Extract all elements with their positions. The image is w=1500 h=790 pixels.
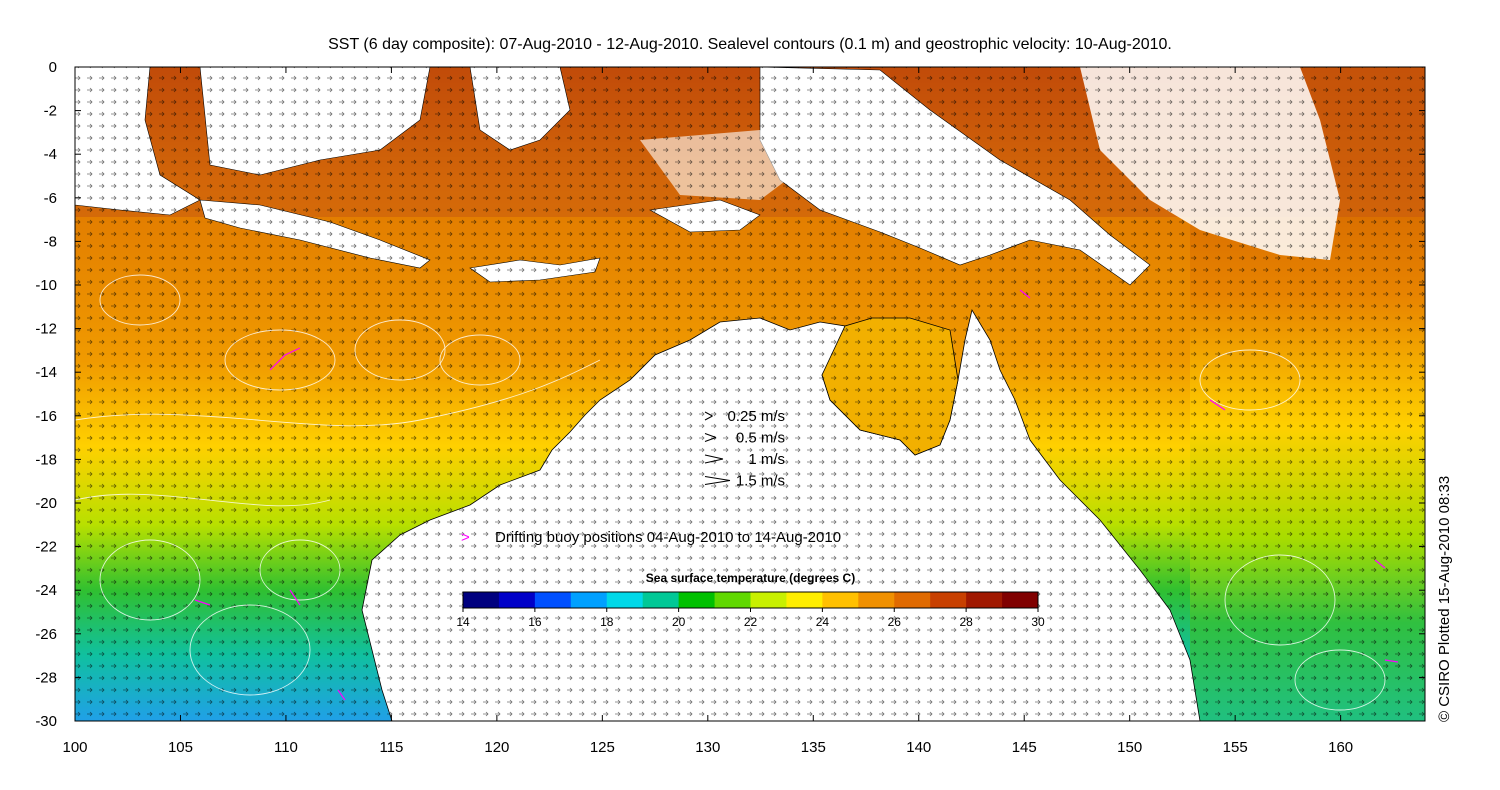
x-tick-label: 110 xyxy=(274,739,298,756)
y-axis: 0 -2 -4 -6 -8 -10 -12 -14 -16 -18 -20 -22 -24 -26 -28 -… xyxy=(35,59,1425,730)
colorbar-swatch xyxy=(966,592,1003,608)
velocity-arrow xyxy=(704,433,717,442)
x-tick-label: 150 xyxy=(1117,739,1142,756)
colorbar-swatch xyxy=(642,592,680,608)
colorbar-tick-label: 18 xyxy=(600,615,614,629)
buoy-legend-label: Drifting buoy positions 04-Aug-2010 to 1… xyxy=(495,529,841,546)
y-tick-label: -22 xyxy=(35,539,57,556)
x-tick-label: 145 xyxy=(1012,739,1037,756)
y-tick-label: -6 xyxy=(44,190,57,207)
sealevel-contours xyxy=(75,274,1386,711)
colorbar-swatch xyxy=(822,592,859,608)
x-tick-label: 135 xyxy=(801,739,826,756)
y-tick-label: -16 xyxy=(35,408,57,425)
colorbar-swatch xyxy=(750,592,787,608)
colorbar-swatch xyxy=(570,592,608,608)
y-tick-label: -26 xyxy=(35,626,57,643)
map-field xyxy=(75,67,1425,721)
colorbar-swatch xyxy=(930,592,967,608)
y-tick-label: -14 xyxy=(35,364,57,381)
colorbar-swatch xyxy=(606,592,644,608)
colorbar-swatch xyxy=(858,592,895,608)
colorbar-tick-label: 14 xyxy=(456,615,470,629)
colorbar-tick-label: 24 xyxy=(816,615,830,629)
y-tick-label: -10 xyxy=(35,277,57,294)
velocity-arrow xyxy=(704,411,713,421)
velocity-legend: 0.25 m/s 0.5 m/s 1 m/s 1.5 m/s xyxy=(704,408,785,490)
velocity-label: 1.5 m/s xyxy=(736,473,785,490)
x-tick-label: 130 xyxy=(695,739,720,756)
y-tick-label: -12 xyxy=(35,321,57,338)
colorbar-swatch xyxy=(894,592,931,608)
y-tick-label: -20 xyxy=(35,495,57,512)
y-tick-label: -4 xyxy=(44,146,57,163)
buoy-legend: > Drifting buoy positions 04-Aug-2010 to… xyxy=(461,529,841,546)
colorbar-tick-label: 30 xyxy=(1031,615,1045,629)
x-tick-label: 140 xyxy=(906,739,931,756)
buoy-tracks xyxy=(194,289,1399,701)
x-tick-label: 125 xyxy=(590,739,615,756)
x-tick-label: 160 xyxy=(1328,739,1353,756)
colorbar-swatch xyxy=(1002,592,1039,608)
y-tick-label: -28 xyxy=(35,669,57,686)
plot-frame xyxy=(74,66,1426,722)
colorbar-tick-label: 16 xyxy=(528,615,542,629)
x-tick-label: 100 xyxy=(62,739,87,756)
y-tick-label: 0 xyxy=(49,59,57,76)
velocity-arrow xyxy=(704,454,724,464)
y-tick-label: -18 xyxy=(35,451,57,468)
colorbar-tick-label: 26 xyxy=(888,615,902,629)
colorbar-tick-label: 22 xyxy=(744,615,758,629)
velocity-label: 1 m/s xyxy=(748,451,785,468)
colorbar-tick-label: 20 xyxy=(672,615,686,629)
velocity-label: 0.5 m/s xyxy=(736,430,785,447)
velocity-label: 0.25 m/s xyxy=(727,408,785,425)
colorbar: Sea surface temperature (degrees C) 14 16 1… xyxy=(456,571,1045,629)
colorbar-swatch xyxy=(786,592,823,608)
credit-text: © CSIRO Plotted 15-Aug-2010 08:33 xyxy=(1436,475,1453,722)
y-tick-label: -30 xyxy=(35,713,57,730)
colorbar-swatch xyxy=(463,592,500,608)
buoy-legend-symbol: > xyxy=(461,529,470,546)
velocity-arrow xyxy=(704,476,731,485)
y-tick-label: -24 xyxy=(35,582,57,599)
colorbar-swatch xyxy=(534,592,572,608)
x-tick-label: 105 xyxy=(168,739,193,756)
x-tick-label: 155 xyxy=(1223,739,1248,756)
colorbar-swatch xyxy=(714,592,751,608)
colorbar-swatch xyxy=(498,592,536,608)
x-tick-label: 115 xyxy=(379,739,403,756)
chart-title: SST (6 day composite): 07-Aug-2010 - 12-… xyxy=(328,36,1172,53)
x-tick-label: 120 xyxy=(484,739,509,756)
colorbar-swatch xyxy=(678,592,716,608)
colorbar-tick-label: 28 xyxy=(959,615,973,629)
x-axis: 100 105 110 115 120 125 130 135 140 145 150 155 160 xyxy=(62,67,1353,756)
colorbar-title: Sea surface temperature (degrees C) xyxy=(646,571,855,585)
y-tick-label: -8 xyxy=(44,233,57,250)
y-tick-label: -2 xyxy=(44,103,57,120)
